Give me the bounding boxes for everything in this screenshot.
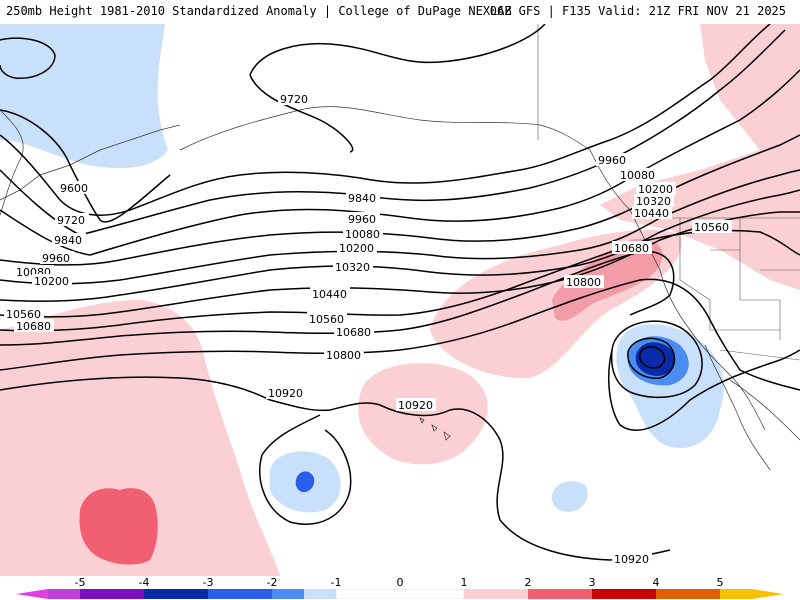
map-svg: 9600 9720 9720 9840 9840 9960 9960 9960 … [0, 23, 800, 576]
coastline-mexico [729, 379, 800, 441]
colorbar-tick-label: 3 [588, 576, 596, 589]
contour-label: 9840 [348, 192, 376, 205]
colorbar-tick-label: 0 [396, 576, 404, 589]
contour-label: 10560 [6, 308, 41, 321]
contour-label: 9720 [57, 214, 85, 227]
negative-anomaly-south [551, 481, 588, 512]
contour-label: 10680 [614, 242, 649, 255]
boundary-states-1 [679, 218, 781, 340]
contour-label: 10080 [345, 228, 380, 241]
height-contours [0, 23, 800, 561]
coastline-alaska [179, 106, 591, 151]
contour-ridge-alaska [249, 23, 546, 76]
contour-9960 [0, 69, 800, 256]
contour-label: 10560 [694, 221, 729, 234]
contour-label: 10920 [268, 387, 303, 400]
contour-9720-top [249, 74, 354, 153]
contour-label: 10800 [326, 349, 361, 362]
contour-10440 [0, 211, 800, 318]
anomaly-core-low [295, 471, 315, 493]
contour-label: 10200 [34, 275, 69, 288]
contour-low-socal-outer [610, 320, 703, 399]
strong-positive-anomaly-ca-coast [552, 238, 663, 321]
contour-10920-low [259, 414, 352, 525]
colorbar-legend: -5 -4 -3 -2 -1 0 1 2 3 4 5 [0, 576, 800, 600]
contour-label: 10440 [312, 288, 347, 301]
colorbar-tick-label: 1 [460, 576, 468, 589]
contour-label: 10320 [335, 261, 370, 274]
contour-label: 10200 [339, 242, 374, 255]
positive-anomaly-west-pacific [0, 300, 280, 576]
negative-anomaly-alaska [0, 24, 168, 169]
contour-10920-east [607, 349, 800, 431]
contour-10200 [0, 169, 800, 285]
contour-label: 10200 [638, 183, 673, 196]
colorbar-tick-label: -4 [138, 576, 150, 589]
coastline-siberia [0, 109, 24, 216]
contour-label: 9960 [598, 154, 626, 167]
colorbar [16, 589, 784, 599]
coastline-aleutians [0, 124, 181, 201]
colorbar-tick-label: -1 [330, 576, 342, 589]
contour-label: 9840 [54, 234, 82, 247]
contour-10920-west [0, 376, 671, 561]
contour-label: 10680 [16, 320, 51, 333]
colorbar-tick-label: -3 [202, 576, 214, 589]
coastline-california [689, 329, 766, 431]
boundary-states-2 [739, 218, 800, 271]
map-header: 250mb Height 1981-2010 Standardized Anom… [0, 0, 800, 24]
contour-10800 [0, 278, 800, 391]
contour-9840 [0, 29, 786, 236]
colorbar-tick-label: 2 [524, 576, 532, 589]
contour-label: 9600 [60, 182, 88, 195]
strong-positive-anomaly-west [79, 488, 158, 565]
contour-10320 [0, 189, 800, 302]
contour-10080 [0, 134, 800, 266]
anomaly-shading [0, 24, 800, 576]
contour-label: 10920 [614, 553, 649, 566]
colorbar-tick-label: -5 [74, 576, 86, 589]
contour-label: 9960 [348, 213, 376, 226]
contour-10680 [0, 250, 675, 346]
contour-low-socal-core [638, 346, 666, 369]
colorbar-tick-label: 4 [652, 576, 660, 589]
contour-label: 9720 [280, 93, 308, 106]
contour-labels: 9600 9720 9720 9840 9840 9960 9960 9960 … [4, 92, 732, 566]
contour-low-alaska [0, 37, 56, 79]
map-title: 250mb Height 1981-2010 Standardized Anom… [6, 4, 512, 18]
contour-label: 9960 [42, 252, 70, 265]
map-area: 9600 9720 9720 9840 9840 9960 9960 9960 … [0, 23, 800, 576]
anomaly-core-socal-2 [635, 342, 676, 376]
contour-label: 10560 [309, 313, 344, 326]
boundary-us-mexico [719, 349, 800, 361]
contour-label: 10320 [636, 195, 671, 208]
coastline-hawaii [419, 417, 451, 441]
contour-label: 10800 [566, 276, 601, 289]
contour-low-socal-inner [627, 337, 676, 379]
positive-anomaly-hawaii [358, 363, 488, 465]
model-run-info: 06Z GFS | F135 Valid: 21Z FRI NOV 21 202… [489, 4, 786, 18]
boundaries [537, 24, 800, 361]
coastlines [0, 106, 800, 471]
colorbar-tick-label: 5 [716, 576, 724, 589]
contour-9600 [0, 109, 171, 223]
contour-label: 10680 [336, 326, 371, 339]
contour-label: 10440 [634, 207, 669, 220]
contour-label: 10920 [398, 399, 433, 412]
contour-label: 10080 [620, 169, 655, 182]
coastline-baja [704, 344, 771, 471]
colorbar-tick-label: -2 [266, 576, 278, 589]
